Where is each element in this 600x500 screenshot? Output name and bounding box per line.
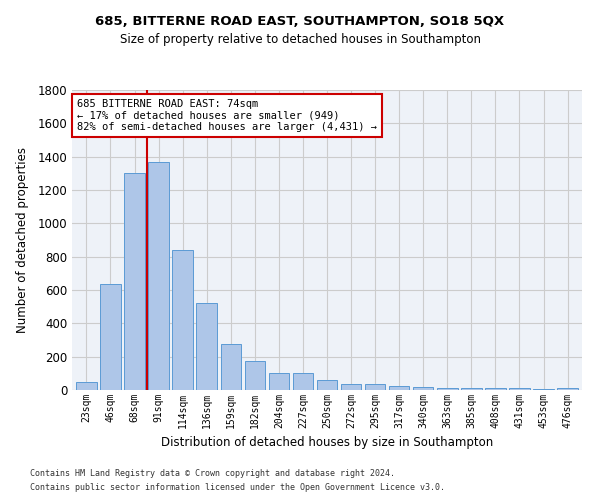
Text: Contains HM Land Registry data © Crown copyright and database right 2024.: Contains HM Land Registry data © Crown c… bbox=[30, 468, 395, 477]
Bar bbox=[413, 386, 433, 390]
Bar bbox=[293, 372, 313, 390]
Bar bbox=[461, 388, 482, 390]
Bar bbox=[485, 388, 506, 390]
Bar bbox=[317, 380, 337, 390]
Bar bbox=[172, 250, 193, 390]
Bar bbox=[124, 172, 145, 390]
Bar bbox=[509, 388, 530, 390]
Text: Size of property relative to detached houses in Southampton: Size of property relative to detached ho… bbox=[119, 32, 481, 46]
Bar bbox=[533, 389, 554, 390]
Text: Contains public sector information licensed under the Open Government Licence v3: Contains public sector information licen… bbox=[30, 484, 445, 492]
X-axis label: Distribution of detached houses by size in Southampton: Distribution of detached houses by size … bbox=[161, 436, 493, 450]
Bar bbox=[269, 372, 289, 390]
Bar bbox=[221, 344, 241, 390]
Bar bbox=[437, 388, 458, 390]
Bar bbox=[76, 382, 97, 390]
Bar bbox=[341, 384, 361, 390]
Bar bbox=[196, 302, 217, 390]
Y-axis label: Number of detached properties: Number of detached properties bbox=[16, 147, 29, 333]
Bar bbox=[389, 386, 409, 390]
Bar bbox=[365, 384, 385, 390]
Text: 685 BITTERNE ROAD EAST: 74sqm
← 17% of detached houses are smaller (949)
82% of : 685 BITTERNE ROAD EAST: 74sqm ← 17% of d… bbox=[77, 99, 377, 132]
Bar bbox=[245, 361, 265, 390]
Bar bbox=[148, 162, 169, 390]
Bar bbox=[100, 284, 121, 390]
Bar bbox=[557, 388, 578, 390]
Text: 685, BITTERNE ROAD EAST, SOUTHAMPTON, SO18 5QX: 685, BITTERNE ROAD EAST, SOUTHAMPTON, SO… bbox=[95, 15, 505, 28]
